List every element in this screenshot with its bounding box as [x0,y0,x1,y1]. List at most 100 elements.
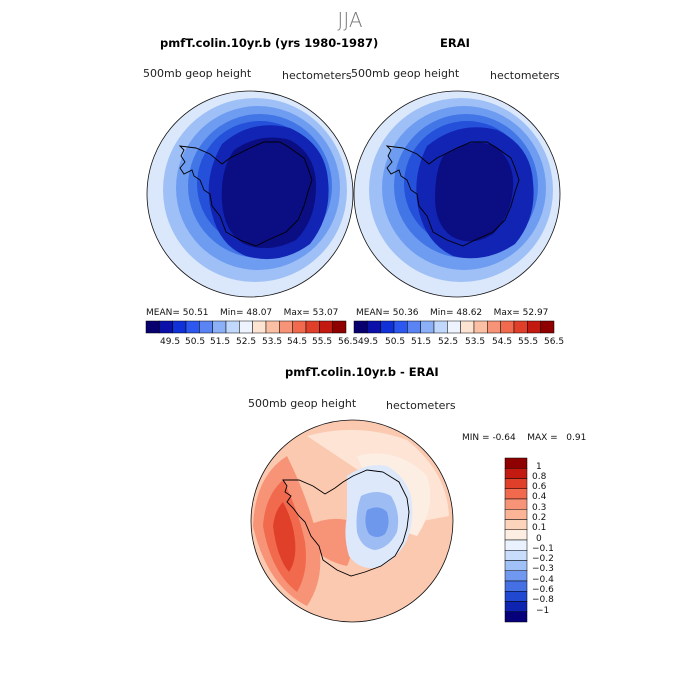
difference-stats: MIN = -0.64 MAX = 0.91 [462,433,586,443]
colorbar-swatch [199,320,213,334]
tick: 56.5 [338,337,359,347]
colorbar-swatch [279,320,293,334]
colorbar-swatch [145,320,160,334]
colorbar-swatch [504,478,528,489]
colorbar-swatch [487,320,501,334]
tick: 55.5 [312,337,333,347]
colorbar-swatch [473,320,488,334]
reference-panel-title: ERAI [440,36,470,50]
tick: 0.2 [532,513,547,523]
colorbar-swatch [504,560,528,571]
tick: 53.5 [262,337,283,347]
tick: −0.4 [532,575,554,585]
colorbar-swatch [540,320,555,334]
colorbar-swatch [527,320,541,334]
tick: −0.6 [532,585,554,595]
tick: 51.5 [210,337,231,347]
tick: 56.5 [544,337,565,347]
colorbar-swatch [504,539,528,551]
tick: 0 [536,534,542,544]
colorbar-swatch [252,320,267,334]
tick: 53.5 [465,337,486,347]
model-colorbar [145,320,347,334]
colorbar-swatch [504,570,528,582]
tick: 0.1 [532,523,547,533]
colorbar-swatch [225,320,240,334]
min-label: MIN = [462,433,490,443]
tick: −0.8 [532,595,554,605]
colorbar-swatch [159,320,173,334]
min-value: 48.07 [246,308,273,318]
max-value: 0.91 [566,433,587,443]
max-label: Max= [283,308,310,318]
season-title: JJA [337,8,363,32]
colorbar-swatch [504,509,528,520]
tick: 52.5 [236,337,257,347]
model-units-label: hectometers [282,69,352,82]
tick: 54.5 [492,337,513,347]
reference-units-label: hectometers [490,69,560,82]
tick: −0.1 [532,544,554,554]
tick: 51.5 [411,337,432,347]
tick: −1 [536,606,550,616]
colorbar-swatch [239,320,253,334]
reference-colorbar [353,320,555,334]
model-stats: MEAN= 50.51 Min= 48.07 Max= 53.07 [146,308,338,318]
colorbar-swatch [504,498,528,510]
tick: 49.5 [160,337,181,347]
colorbar-swatch [292,320,307,334]
mean-value: 50.51 [182,308,209,318]
min-label: Min= [219,308,244,318]
colorbar-swatch [212,320,227,334]
mean-label: MEAN= [146,308,180,318]
tick: 54.5 [287,337,308,347]
tick: 55.5 [518,337,539,347]
colorbar-swatch [265,320,280,334]
tick: 0.8 [532,472,547,482]
tick: 0.6 [532,482,547,492]
max-label: MAX = [527,433,558,443]
colorbar-swatch [504,601,528,612]
colorbar-swatch [504,468,528,479]
tick: −0.2 [532,554,554,564]
colorbar-swatch [393,320,408,334]
difference-variable-label: 500mb geop height [248,397,357,410]
colorbar-swatch [504,488,528,500]
colorbar-swatch [504,529,528,541]
colorbar-swatch [504,611,528,623]
colorbar-swatch [407,320,421,334]
colorbar-swatch [319,320,333,334]
colorbar-swatch [185,320,200,334]
reference-polar-map [353,90,561,298]
colorbar-swatch [504,580,528,592]
max-value: 52.97 [522,308,549,318]
colorbar-swatch [367,320,381,334]
min-label: Min= [429,308,454,318]
model-polar-map [146,90,354,298]
colorbar-swatch [305,320,320,334]
difference-units-label: hectometers [386,399,456,412]
reference-variable-label: 500mb geop height [351,67,460,80]
tick: 52.5 [438,337,459,347]
mean-value: 50.36 [392,308,419,318]
colorbar-swatch [504,457,528,469]
colorbar-swatch [447,320,461,334]
colorbar-swatch [380,320,395,334]
tick: 50.5 [185,337,206,347]
tick: 49.5 [358,337,379,347]
colorbar-swatch [460,320,475,334]
colorbar-swatch [433,320,448,334]
difference-polar-map [250,419,454,623]
colorbar-swatch [500,320,515,334]
mean-label: MEAN= [356,308,390,318]
colorbar-swatch [504,591,528,602]
model-panel-title: pmfT.colin.10yr.b (yrs 1980-1987) [160,36,379,50]
max-label: Max= [493,308,520,318]
colorbar-swatch [513,320,528,334]
colorbar-swatch [504,550,528,561]
difference-colorbar [504,457,528,623]
colorbar-swatch [172,320,187,334]
model-variable-label: 500mb geop height [143,67,252,80]
colorbar-swatch [504,519,528,530]
min-value: -0.64 [492,433,516,443]
